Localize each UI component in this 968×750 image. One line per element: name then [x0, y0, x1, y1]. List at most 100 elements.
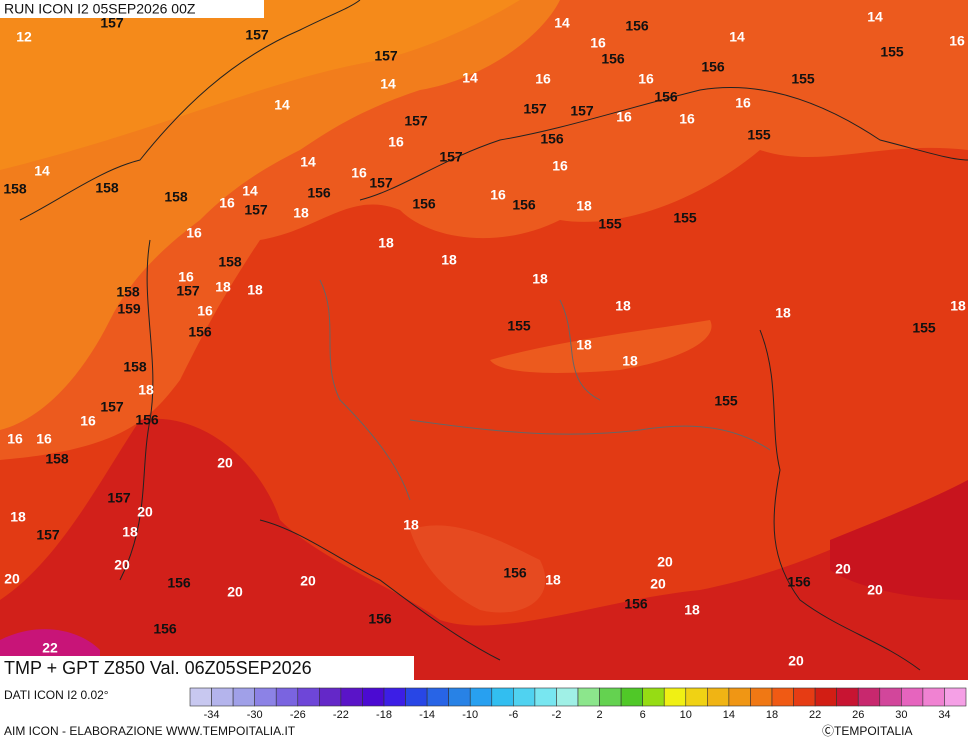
- geopotential-label: 156: [307, 185, 331, 201]
- colorbar-box: [771, 687, 794, 707]
- geopotential-label: 155: [747, 127, 771, 143]
- colorbar-box: [642, 687, 665, 707]
- geopotential-label: 157: [36, 527, 60, 543]
- geopotential-label: 157: [245, 27, 269, 43]
- credit: AIM ICON - ELABORAZIONE WWW.TEMPOITALIA.…: [4, 724, 296, 738]
- colorbar-tick-label: -6: [508, 709, 518, 721]
- colorbar-box: [728, 687, 751, 707]
- geopotential-label: 156: [512, 197, 536, 213]
- colorbar-box: [469, 687, 493, 707]
- temperature-label: 16: [186, 225, 202, 241]
- geopotential-label: 156: [167, 575, 191, 591]
- geopotential-label: 155: [791, 71, 815, 87]
- temperature-label: 14: [242, 183, 258, 199]
- temperature-label: 22: [42, 640, 58, 656]
- colorbar-box: [599, 687, 622, 707]
- geopotential-label: 157: [570, 103, 594, 119]
- temperature-label: 18: [950, 298, 966, 314]
- colorbar-tick-label: 2: [596, 709, 602, 721]
- temperature-label: 18: [545, 572, 561, 588]
- geopotential-label: 155: [880, 44, 904, 60]
- temperature-label: 18: [615, 298, 631, 314]
- colorbar-box: [426, 687, 449, 707]
- colorbar-box: [297, 687, 320, 707]
- temperature-label: 18: [576, 198, 592, 214]
- geopotential-label: 158: [3, 181, 27, 197]
- geopotential-label: 157: [439, 149, 463, 165]
- geopotential-label: 156: [368, 611, 392, 627]
- temperature-label: 16: [388, 134, 404, 150]
- colorbar-box: [836, 687, 859, 707]
- geopotential-label: 158: [45, 451, 69, 467]
- temperature-label: 16: [679, 111, 695, 127]
- temperature-label: 14: [300, 154, 316, 170]
- temperature-label: 18: [122, 524, 138, 540]
- temperature-label: 20: [867, 582, 883, 598]
- temperature-label: 18: [10, 509, 26, 525]
- temperature-label: 18: [532, 271, 548, 287]
- temperature-label: 16: [616, 109, 632, 125]
- temperature-label: 16: [638, 71, 654, 87]
- geopotential-label: 157: [374, 48, 398, 64]
- geopotential-label: 156: [503, 565, 527, 581]
- temperature-label: 14: [34, 163, 50, 179]
- borders: [19, 0, 968, 671]
- colorbar-box: [448, 687, 471, 707]
- colorbar-tick-label: 10: [680, 709, 692, 721]
- temperature-label: 14: [729, 29, 745, 45]
- temperature-label: 16: [949, 33, 965, 49]
- geopotential-label: 157: [404, 113, 428, 129]
- colorbar: -34 -30 -26 -22 -18 -14 -10 -6 -2 2 6 10 14 18 22 26 30 3…: [189, 687, 967, 721]
- geopotential-label: 158: [218, 254, 242, 270]
- header-box: [0, 0, 264, 18]
- colorbar-box: [254, 687, 277, 707]
- colorbar-box: [620, 687, 643, 707]
- colorbar-box: [405, 687, 428, 707]
- colorbar-box: [944, 687, 967, 707]
- temperature-label: 16: [552, 158, 568, 174]
- colorbar-tick-label: -30: [247, 709, 263, 721]
- title-box: [0, 656, 414, 682]
- colorbar-box: [362, 687, 385, 707]
- source: DATI ICON I2 0.02°: [4, 688, 109, 702]
- colorbar-box: [340, 687, 363, 707]
- temperature-label: 20: [835, 561, 851, 577]
- colorbar-tick-label: 14: [723, 709, 735, 721]
- temperature-label: 18: [215, 279, 231, 295]
- colorbar-box: [556, 687, 579, 707]
- geopotential-label: 157: [176, 283, 200, 299]
- geopotential-label: 157: [100, 15, 124, 31]
- copyright: ⒸTEMPOITALIA: [822, 724, 912, 738]
- temperature-label: 20: [4, 571, 20, 587]
- colorbar-tick-label: 30: [895, 709, 907, 721]
- colorbar-box: [232, 687, 255, 707]
- temperature-label: 18: [576, 337, 592, 353]
- geopotential-label: 157: [369, 175, 393, 191]
- temperature-label: 18: [403, 517, 419, 533]
- map-title: TMP + GPT Z850 Val. 06Z05SEP2026: [4, 658, 312, 678]
- colorbar-box: [319, 687, 342, 707]
- colorbar-tick-label: -26: [290, 709, 306, 721]
- colorbar-tick-label: 18: [766, 709, 778, 721]
- geopotential-label: 156: [188, 324, 212, 340]
- temperature-label: 16: [80, 413, 96, 429]
- hot-core: [830, 480, 968, 600]
- temperature-label: 16: [197, 303, 213, 319]
- temperature-label: 14: [380, 76, 396, 92]
- temperature-label: 20: [300, 573, 316, 589]
- geopotential-label: 157: [244, 202, 268, 218]
- contour-labels: 12 14 14 14 14 14 14 14 14 14 16 16 16 16 16 16 16 16 16 16…: [3, 9, 966, 669]
- geopotential-label: 156: [412, 196, 436, 212]
- temperature-label: 16: [490, 187, 506, 203]
- geopotential-label: 155: [673, 210, 697, 226]
- colorbar-box: [663, 687, 687, 707]
- temperature-label: 12: [16, 29, 32, 45]
- geopotential-label: 159: [117, 301, 141, 317]
- colorbar-box: [189, 687, 212, 707]
- colorbar-tick-label: -10: [462, 709, 478, 721]
- colorbar-tick-label: -34: [204, 709, 220, 721]
- geopotential-label: 155: [714, 393, 738, 409]
- temperature-label: 20: [137, 504, 153, 520]
- colorbar-tick-label: -2: [552, 709, 562, 721]
